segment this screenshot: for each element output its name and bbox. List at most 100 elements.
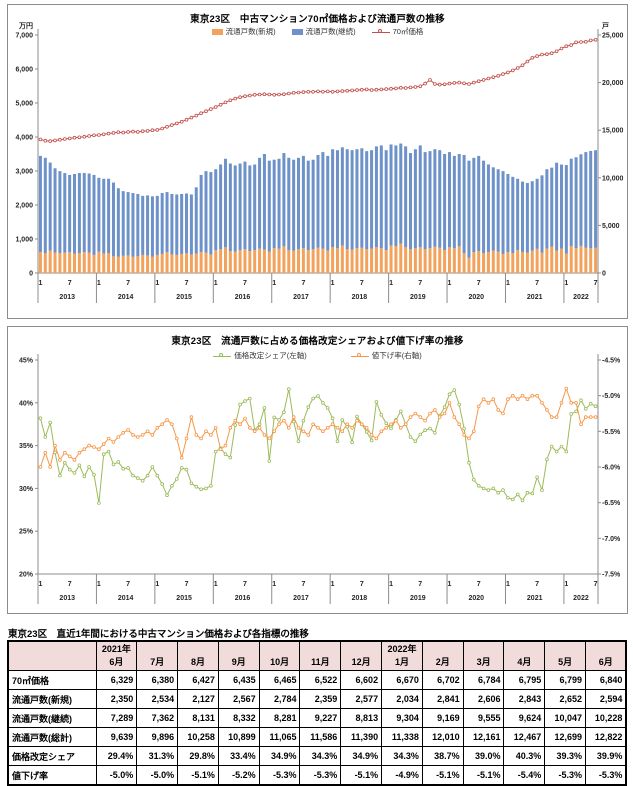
table-cell: 34.3% [381,746,423,766]
table-cell: -5.3% [544,765,587,786]
table-cell: 12,699 [544,727,587,747]
table-header-cell: 2月 [421,640,464,671]
table-cell: 6,522 [299,670,342,690]
axis-label: 7 [243,280,247,287]
axis-label: 0 [29,271,33,278]
table-cell: 12,822 [585,727,627,747]
row-label: 流通戸数(総計) [7,727,97,747]
table-cell: -5.1% [340,765,383,786]
legend-label: 70㎡価格 [392,27,424,36]
table-cell: 2,606 [462,689,505,709]
axis-label: 30% [19,486,34,493]
axis-label: 1 [214,280,218,287]
table-header-cell: 2021年 6月 [95,640,138,671]
table-cell: 8,813 [340,708,383,728]
table-cell: 29.8% [177,746,219,766]
axis-label: 7 [68,280,72,287]
axis-label: 1 [448,581,452,588]
table-cell: 2,843 [503,689,546,709]
chart-title: 東京23区 中古マンション70㎡価格および流通戸数の推移 [190,14,445,25]
axis-label: 40% [19,400,34,407]
line-series [38,386,598,469]
axis-label: 7 [418,280,422,287]
axis-label: 6,000 [15,67,33,74]
table-cell: 2,534 [136,689,179,709]
x-axis-labels: 1 7 2013 1 7 2014 1 7 2015 1 7 2016 1 7 2017 1 7 2018 1 7 20… [37,273,599,303]
table-row: 値下げ率 -5.0% -5.0% -5.1% -5.2% -5.3% -5.3% -5.1% -… [7,765,627,786]
legend-item: 70㎡価格 [371,26,424,37]
table-cell: 39.0% [462,746,505,766]
table-cell: 34.9% [340,746,383,766]
axis-label: 5,000 [15,101,33,108]
axis-label: 1 [38,280,42,287]
axis-label: 7 [594,581,598,588]
axis-label: 20,000 [602,80,624,87]
axis-label: 1 [564,581,568,588]
axis-label: 15,000 [602,128,624,135]
table-cell: 2,127 [177,689,219,709]
axis-label: 25% [19,529,34,536]
axis-label: 1 [97,280,101,287]
axis-label: 2014 [118,595,134,602]
y-axis-labels: 0 1,000 2,000 3,000 4,000 5,000 6,000 7,000 0 5,0… [15,22,623,278]
axis-label: 1,000 [15,237,33,244]
table-cell: 9,624 [503,708,546,728]
axis-label: 7 [301,581,305,588]
axis-label: 1 [272,280,276,287]
stacked-bars [38,143,598,273]
table-cell: 2,567 [217,689,260,709]
table-cell: 7,362 [136,708,179,728]
row-label: 70㎡価格 [7,670,97,690]
table-cell: 10,047 [544,708,587,728]
axis-label: -7.0% [602,536,621,543]
axis-label: 2017 [293,294,309,301]
axis-label: 2,000 [15,203,33,210]
axis-label: 万円 [18,22,33,30]
table-cell: -5.1% [462,765,505,786]
axis-label: 7 [477,581,481,588]
table-cell: -5.1% [421,765,464,786]
row-label: 流通戸数(新規) [7,689,97,709]
axis-label: 7 [68,581,72,588]
axis-label: 2013 [59,595,75,602]
row-label: 値下げ率 [7,765,97,786]
table-title: 東京23区 直近1年間における中古マンション価格および各指標の推移 [8,629,309,640]
axis-label: -4.5% [602,358,621,365]
bar-swatch-icon [291,28,303,35]
table-cell: 9,227 [299,708,342,728]
table-cell: 34.9% [258,746,301,766]
axis-label: 7 [126,581,130,588]
table-header-cell: 6月 [585,640,627,671]
axis-label: 4,000 [15,135,33,142]
table-cell: -5.3% [258,765,301,786]
axis-label: 2019 [410,294,426,301]
axis-label: 2014 [118,294,134,301]
table-cell: -5.1% [177,765,219,786]
axis-label: 7 [535,280,539,287]
table-cell: 2,359 [299,689,342,709]
table-header-cell: 3月 [462,640,505,671]
axis-label: 1 [506,581,510,588]
table-cell: -5.3% [299,765,342,786]
axis-label: 1 [38,581,42,588]
legend-item: 流通戸数(新規) [211,26,276,37]
line-series [38,37,598,143]
axis-label: 7 [126,280,130,287]
axis-label: -6.0% [602,465,621,472]
table-header-row: 2021年 6月 7月 8月 9月 10月 11月 12月 2022年 1月 2月 3月 4月 5月 6月 [7,640,627,671]
legend-label: 流通戸数(継続) [305,27,356,36]
axis-label: -7.5% [602,572,621,579]
legend-label: 価格改定シェア(左軸) [234,351,307,360]
line-marker-icon [213,352,232,360]
axis-label: 2018 [352,294,368,301]
table-cell: 33.4% [217,746,260,766]
row-label: 価格改定シェア [7,746,97,766]
table-header-cell: 12月 [340,640,383,671]
table-header-cell: 10月 [258,640,301,671]
table-cell: 40.3% [503,746,546,766]
axis-label: 1 [448,280,452,287]
price-volume-chart-panel: 東京23区 中古マンション70㎡価格および流通戸数の推移 流通戸数(新規) 流通戸… [7,4,628,319]
table-cell: 6,427 [177,670,219,690]
axis-label: 1 [564,280,568,287]
